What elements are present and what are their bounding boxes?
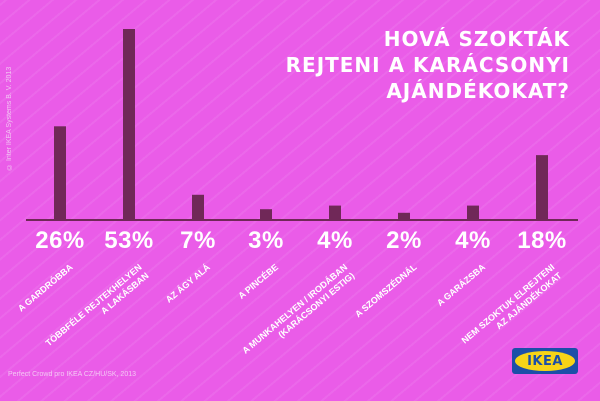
- bar: [467, 205, 479, 220]
- bar: [329, 205, 341, 220]
- bar: [123, 29, 135, 220]
- bar: [54, 126, 66, 220]
- value-label: 3%: [248, 227, 284, 254]
- bars-group: [54, 29, 548, 220]
- value-label: 4%: [317, 227, 353, 254]
- title-line: AJÁNDÉKOKAT?: [386, 79, 570, 103]
- source-note: Perfect Crowd pro IKEA CZ/HU/SK, 2013: [8, 371, 136, 378]
- value-label: 2%: [386, 227, 422, 254]
- bar: [260, 209, 272, 220]
- chart-title: HOVÁ SZOKTÁK REJTENI A KARÁCSONYI AJÁNDÉ…: [230, 26, 570, 104]
- value-label: 4%: [455, 227, 491, 254]
- bar: [192, 194, 204, 220]
- bar: [536, 155, 548, 220]
- logo-text: IKEA: [527, 353, 563, 369]
- value-label: 53%: [104, 227, 154, 254]
- value-label: 18%: [517, 227, 567, 254]
- logo-oval: IKEA: [515, 351, 575, 371]
- value-label: 7%: [180, 227, 216, 254]
- title-line: REJTENI A KARÁCSONYI: [285, 53, 570, 77]
- bar: [398, 212, 410, 220]
- ikea-logo: IKEA: [512, 348, 578, 374]
- title-line: HOVÁ SZOKTÁK: [383, 27, 570, 51]
- value-label: 26%: [35, 227, 85, 254]
